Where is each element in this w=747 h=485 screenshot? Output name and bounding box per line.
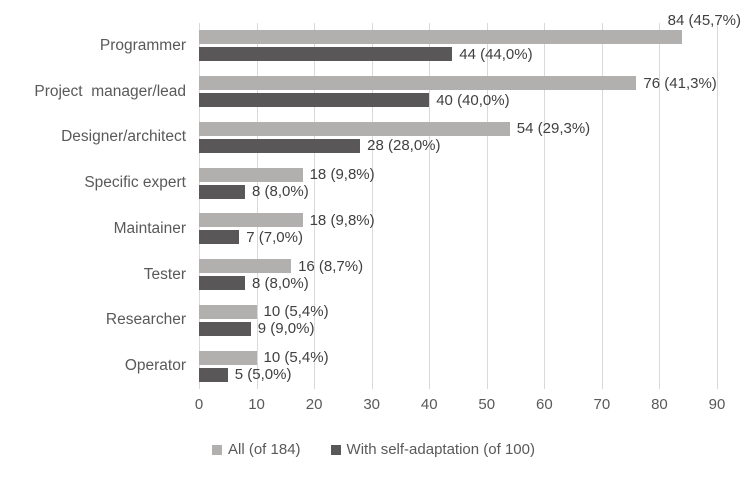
- category-label-tester: Tester: [143, 265, 186, 283]
- legend-item-with-self-adaptation: With self-adaptation (of 100): [330, 441, 535, 458]
- gridline-10: [256, 23, 258, 389]
- legend-item-all: All (of 184): [212, 441, 301, 458]
- data-label-with-self-adaptation-of-100-programmer: 44 (44,0%): [459, 45, 533, 63]
- legend: All (of 184) With self-adaptation (of 10…: [0, 441, 747, 458]
- x-tick-label-70: 70: [593, 396, 611, 413]
- bar-all-of-184-programmer: [199, 30, 683, 45]
- x-tick-label-10: 10: [248, 396, 265, 413]
- legend-label-with-self-adaptation: With self-adaptation (of 100): [346, 441, 535, 458]
- bar-with-self-adaptation-of-100-designer-architect: [199, 138, 361, 153]
- bar-with-self-adaptation-of-100-researcher: [199, 321, 251, 336]
- data-label-all-of-184-project-manager-lead: 76 (41,3%): [643, 74, 717, 92]
- data-label-all-of-184-tester: 16 (8,7%): [298, 257, 364, 275]
- gridline-20: [314, 23, 316, 389]
- bar-with-self-adaptation-of-100-operator: [199, 367, 228, 382]
- bar-with-self-adaptation-of-100-tester: [199, 276, 246, 291]
- gridline-30: [371, 23, 373, 389]
- x-tick-label-50: 50: [478, 396, 496, 413]
- category-label-researcher: Researcher: [105, 311, 186, 329]
- data-label-all-of-184-specific-expert: 18 (9,8%): [309, 166, 375, 184]
- data-label-with-self-adaptation-of-100-maintainer: 7 (7,0%): [246, 228, 303, 246]
- data-label-with-self-adaptation-of-100-tester: 8 (8,0%): [252, 274, 309, 292]
- x-tick-label-40: 40: [420, 396, 438, 413]
- gridline-50: [486, 23, 488, 389]
- bar-all-of-184-maintainer: [199, 213, 303, 228]
- data-label-all-of-184-designer-architect: 54 (29,3%): [516, 120, 591, 138]
- category-label-designer-architect: Designer/architect: [61, 128, 186, 146]
- bar-all-of-184-designer-architect: [199, 121, 510, 136]
- x-tick-label-60: 60: [535, 396, 553, 413]
- gridline-60: [544, 23, 546, 389]
- data-label-with-self-adaptation-of-100-designer-architect: 28 (28,0%): [367, 137, 441, 155]
- gridline-0: [199, 23, 200, 389]
- data-label-with-self-adaptation-of-100-specific-expert: 8 (8,0%): [252, 183, 309, 201]
- legend-label-all: All (of 184): [228, 441, 301, 458]
- bar-with-self-adaptation-of-100-maintainer: [199, 230, 240, 245]
- bar-all-of-184-specific-expert: [199, 167, 303, 182]
- gridline-70: [601, 23, 603, 389]
- data-label-with-self-adaptation-of-100-operator: 5 (5,0%): [234, 366, 292, 384]
- x-tick-label-20: 20: [305, 396, 323, 413]
- category-label-programmer: Programmer: [99, 36, 186, 54]
- legend-marker-with-self-adaptation: [330, 444, 341, 455]
- category-label-specific-expert: Specific expert: [84, 174, 186, 192]
- bar-all-of-184-researcher: [199, 304, 257, 319]
- bar-all-of-184-tester: [199, 259, 292, 274]
- x-tick-label-0: 0: [194, 396, 204, 413]
- bar-with-self-adaptation-of-100-specific-expert: [199, 184, 246, 199]
- gridline-80: [659, 23, 661, 389]
- data-label-with-self-adaptation-of-100-project-manager-lead: 40 (40,0%): [436, 91, 510, 109]
- x-tick-label-30: 30: [363, 396, 380, 413]
- x-tick-label-80: 80: [651, 396, 668, 413]
- category-label-project-manager-lead: Project manager/lead: [34, 82, 186, 100]
- x-tick-label-90: 90: [708, 396, 726, 413]
- bar-with-self-adaptation-of-100-programmer: [199, 47, 453, 62]
- data-label-with-self-adaptation-of-100-researcher: 9 (9,0%): [257, 320, 315, 338]
- bar-all-of-184-project-manager-lead: [199, 76, 637, 91]
- data-label-all-of-184-researcher: 10 (5,4%): [263, 303, 329, 321]
- legend-marker-all: [212, 444, 222, 455]
- gridline-90: [717, 23, 718, 389]
- data-label-all-of-184-maintainer: 18 (9,8%): [309, 211, 375, 229]
- gridline-40: [429, 23, 431, 389]
- data-label-all-of-184-programmer: 84 (45,7%): [667, 12, 741, 30]
- category-label-maintainer: Maintainer: [113, 219, 186, 237]
- category-label-operator: Operator: [124, 357, 186, 375]
- plot-area: [199, 23, 718, 389]
- bar-all-of-184-operator: [199, 350, 257, 365]
- bar-with-self-adaptation-of-100-project-manager-lead: [199, 93, 430, 108]
- data-label-all-of-184-operator: 10 (5,4%): [263, 349, 329, 367]
